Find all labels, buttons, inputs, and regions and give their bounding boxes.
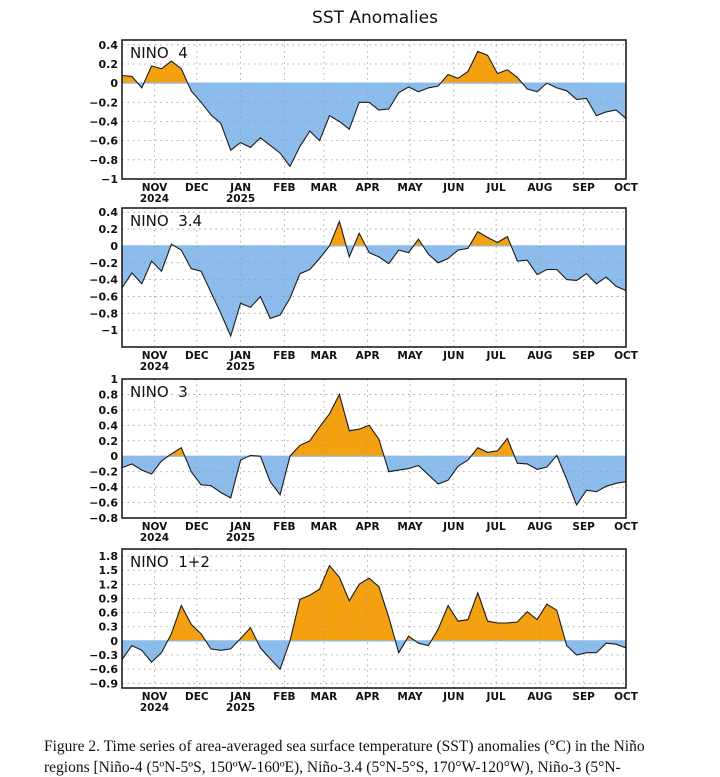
month-tick-label: JUN — [442, 521, 464, 533]
y-tick-label: −0.2 — [89, 466, 118, 479]
month-tick-label: JUL — [486, 182, 506, 194]
y-tick-label: 1.8 — [99, 550, 119, 563]
month-tick-label: JUN — [442, 350, 464, 362]
year-tick-label: 2025 — [226, 193, 255, 205]
y-tick-label: −0.6 — [89, 663, 118, 676]
month-tick-label: AUG — [527, 182, 552, 194]
y-tick-label: −0.6 — [89, 290, 118, 303]
caption-line-1: Figure 2. Time series of area-averaged s… — [44, 738, 645, 756]
month-tick-label: SEP — [572, 350, 595, 362]
y-tick-label: 0.3 — [99, 621, 119, 634]
y-tick-label: −0.8 — [89, 512, 118, 525]
month-tick-label: APR — [356, 182, 380, 194]
month-tick-label: OCT — [614, 350, 639, 362]
month-tick-label: MAY — [397, 182, 423, 194]
y-tick-label: 0.2 — [99, 435, 119, 448]
month-tick-label: DEC — [185, 691, 209, 703]
plot-area — [122, 40, 626, 179]
y-tick-label: 0.4 — [99, 206, 119, 219]
month-tick-label: FEB — [273, 182, 295, 194]
month-tick-label: SEP — [572, 521, 595, 533]
year-tick-label: 2024 — [140, 361, 169, 373]
month-tick-label: MAR — [311, 521, 338, 533]
y-tick-label: 0.2 — [99, 58, 119, 71]
y-tick-label: 0 — [110, 240, 118, 253]
month-tick-label: JUL — [486, 521, 506, 533]
y-tick-label: 0 — [110, 77, 118, 90]
y-tick-label: −1 — [101, 173, 118, 186]
panel-3: −0.9−0.6−0.300.30.60.91.21.51.8NOV2024DE… — [89, 549, 638, 714]
y-tick-label: −0.9 — [89, 677, 118, 690]
month-tick-label: FEB — [273, 521, 295, 533]
month-tick-label: OCT — [614, 691, 639, 703]
month-tick-label: MAY — [397, 521, 423, 533]
y-tick-label: 0.9 — [99, 592, 119, 605]
month-tick-label: DEC — [185, 521, 209, 533]
year-tick-label: 2025 — [226, 532, 255, 544]
month-tick-label: SEP — [572, 182, 595, 194]
panel-2: −0.8−0.6−0.4−0.200.20.40.60.81NOV2024DEC… — [89, 373, 638, 544]
panel-label: NINO 3 — [130, 383, 188, 401]
month-tick-label: AUG — [527, 691, 552, 703]
panel-label: NINO 1+2 — [130, 553, 210, 571]
month-tick-label: JUN — [442, 182, 464, 194]
month-tick-label: FEB — [273, 350, 295, 362]
month-tick-label: AUG — [527, 521, 552, 533]
y-tick-label: −0.2 — [89, 96, 118, 109]
y-tick-label: 0.8 — [99, 388, 119, 401]
month-tick-label: AUG — [527, 350, 552, 362]
y-tick-label: −0.3 — [89, 649, 118, 662]
y-tick-label: 1 — [110, 373, 118, 386]
y-tick-label: 0.6 — [99, 404, 119, 417]
month-tick-label: APR — [356, 521, 380, 533]
panel-label: NINO 3.4 — [130, 212, 202, 230]
month-tick-label: MAR — [311, 350, 338, 362]
y-tick-label: 0.4 — [99, 419, 119, 432]
y-tick-label: 0 — [110, 450, 118, 463]
month-tick-label: MAY — [397, 691, 423, 703]
y-tick-label: −0.4 — [89, 481, 118, 494]
month-tick-label: JUL — [486, 350, 506, 362]
y-tick-label: 1.2 — [99, 578, 119, 591]
panel-label: NINO 4 — [130, 44, 188, 62]
y-tick-label: 0 — [110, 635, 118, 648]
month-tick-label: DEC — [185, 182, 209, 194]
month-tick-label: OCT — [614, 521, 639, 533]
y-tick-label: −0.4 — [89, 115, 118, 128]
month-tick-label: MAY — [397, 350, 423, 362]
y-tick-label: 0.6 — [99, 607, 119, 620]
y-tick-label: 0.4 — [99, 39, 119, 52]
y-tick-label: −0.8 — [89, 307, 118, 320]
y-tick-label: −0.4 — [89, 274, 118, 287]
y-tick-label: 0.2 — [99, 223, 119, 236]
y-tick-label: −0.2 — [89, 257, 118, 270]
y-tick-label: −0.8 — [89, 154, 118, 167]
y-tick-label: −0.6 — [89, 135, 118, 148]
year-tick-label: 2025 — [226, 361, 255, 373]
year-tick-label: 2024 — [140, 702, 169, 714]
month-tick-label: APR — [356, 691, 380, 703]
month-tick-label: SEP — [572, 691, 595, 703]
month-tick-label: DEC — [185, 350, 209, 362]
y-tick-label: 1.5 — [99, 564, 119, 577]
year-tick-label: 2024 — [140, 532, 169, 544]
month-tick-label: MAR — [311, 182, 338, 194]
month-tick-label: APR — [356, 350, 380, 362]
month-tick-label: JUN — [442, 691, 464, 703]
month-tick-label: MAR — [311, 691, 338, 703]
month-tick-label: OCT — [614, 182, 639, 194]
month-tick-label: FEB — [273, 691, 295, 703]
y-tick-label: −1 — [101, 324, 118, 337]
caption-line-2: regions [Niño-4 (5ºN-5ºS, 150ºW-160ºE), … — [44, 759, 621, 777]
y-tick-label: −0.6 — [89, 497, 118, 510]
year-tick-label: 2024 — [140, 193, 169, 205]
month-tick-label: JUL — [486, 691, 506, 703]
year-tick-label: 2025 — [226, 702, 255, 714]
